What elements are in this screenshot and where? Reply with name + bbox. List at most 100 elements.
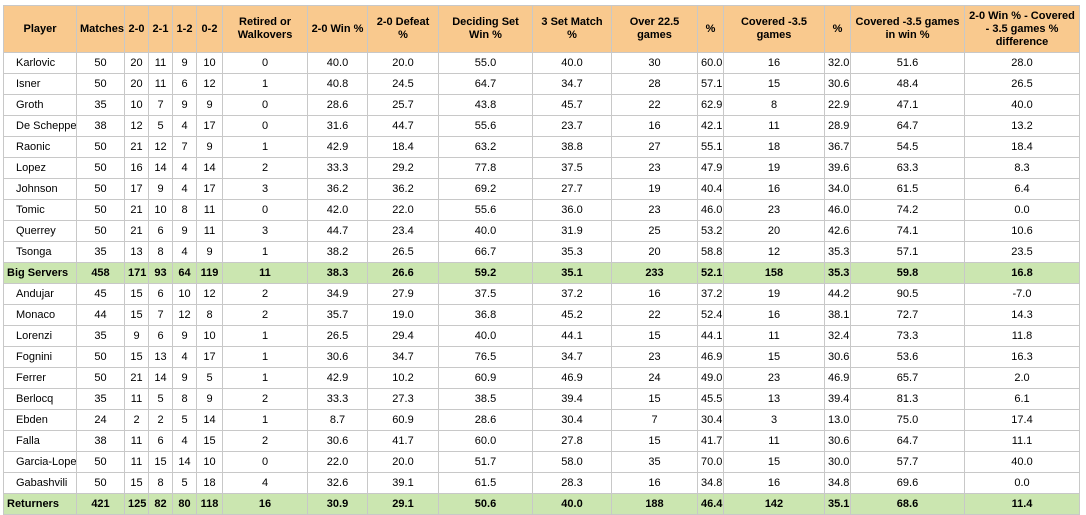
cell-covered-3-5-in-win-pct: 69.6	[850, 472, 965, 494]
cell-over-22-5-pct: 37.2	[697, 283, 724, 305]
cell-covered-3-5-in-win-pct: 65.7	[850, 367, 965, 389]
cell-matches: 421	[76, 493, 125, 515]
cell-player: Big Servers	[3, 262, 77, 284]
cell-retired-walkovers: 16	[222, 493, 308, 515]
cell-covered-3-5-in-win-pct: 81.3	[850, 388, 965, 410]
cell-covered-3-5-games: 3	[723, 409, 825, 431]
cell-matches: 458	[76, 262, 125, 284]
header-retired-walkovers: Retired or Walkovers	[222, 5, 308, 53]
table-row: Monaco 44 15 7 12 8 2 35.7 19.0 36.8 45.2 22 52.4 16 3…	[3, 304, 1080, 326]
cell-won-2-1: 5	[148, 115, 173, 137]
cell-defeat-2-0-pct: 41.7	[367, 430, 439, 452]
table-row: Falla 38 11 6 4 15 2 30.6 41.7 60.0 27.8 15 41.7 11 30…	[3, 430, 1080, 452]
cell-won-2-1: 11	[148, 73, 173, 95]
cell-retired-walkovers: 0	[222, 52, 308, 74]
cell-matches: 38	[76, 430, 125, 452]
cell-won-2-1: 9	[148, 178, 173, 200]
cell-defeat-2-0-pct: 20.0	[367, 451, 439, 473]
cell-covered-3-5-pct: 42.6	[824, 220, 851, 242]
cell-won-2-1: 11	[148, 52, 173, 74]
cell-retired-walkovers: 11	[222, 262, 308, 284]
cell-player: Gabashvili	[3, 472, 77, 494]
cell-won-2-0: 17	[124, 178, 149, 200]
cell-matches: 44	[76, 304, 125, 326]
cell-lost-0-2: 11	[196, 199, 223, 221]
header-win-covered-difference: 2-0 Win % - Covered - 3.5 games % differ…	[964, 5, 1080, 53]
cell-covered-3-5-games: 11	[723, 430, 825, 452]
cell-matches: 45	[76, 283, 125, 305]
cell-win-2-0-pct: 34.9	[307, 283, 368, 305]
cell-defeat-2-0-pct: 25.7	[367, 94, 439, 116]
cell-covered-3-5-pct: 34.0	[824, 178, 851, 200]
cell-player: Tomic	[3, 199, 77, 221]
cell-over-22-5-pct: 62.9	[697, 94, 724, 116]
cell-matches: 24	[76, 409, 125, 431]
cell-covered-3-5-pct: 32.4	[824, 325, 851, 347]
cell-covered-3-5-in-win-pct: 48.4	[850, 73, 965, 95]
cell-defeat-2-0-pct: 44.7	[367, 115, 439, 137]
cell-covered-3-5-in-win-pct: 74.1	[850, 220, 965, 242]
cell-win-2-0-pct: 33.3	[307, 157, 368, 179]
cell-defeat-2-0-pct: 29.2	[367, 157, 439, 179]
cell-player: Raonic	[3, 136, 77, 158]
header-matches: Matches	[76, 5, 125, 53]
header-lost-1-2: 1-2	[172, 5, 197, 53]
cell-lost-0-2: 9	[196, 136, 223, 158]
cell-over-22-5-pct: 45.5	[697, 388, 724, 410]
cell-retired-walkovers: 1	[222, 409, 308, 431]
cell-covered-3-5-pct: 22.9	[824, 94, 851, 116]
header-defeat-2-0-pct: 2-0 Defeat %	[367, 5, 439, 53]
cell-covered-3-5-in-win-pct: 75.0	[850, 409, 965, 431]
cell-three-set-match-pct: 35.1	[532, 262, 612, 284]
cell-deciding-set-win-pct: 61.5	[438, 472, 533, 494]
cell-over-22-5-games: 16	[611, 115, 698, 137]
cell-lost-1-2: 4	[172, 241, 197, 263]
cell-player: Andujar	[3, 283, 77, 305]
cell-three-set-match-pct: 23.7	[532, 115, 612, 137]
cell-retired-walkovers: 0	[222, 199, 308, 221]
cell-three-set-match-pct: 27.7	[532, 178, 612, 200]
cell-lost-1-2: 9	[172, 52, 197, 74]
cell-retired-walkovers: 0	[222, 115, 308, 137]
cell-matches: 50	[76, 367, 125, 389]
cell-lost-1-2: 6	[172, 73, 197, 95]
cell-win-2-0-pct: 42.9	[307, 136, 368, 158]
cell-retired-walkovers: 2	[222, 388, 308, 410]
cell-over-22-5-games: 27	[611, 136, 698, 158]
cell-matches: 50	[76, 73, 125, 95]
cell-over-22-5-games: 15	[611, 388, 698, 410]
cell-over-22-5-pct: 40.4	[697, 178, 724, 200]
cell-over-22-5-pct: 53.2	[697, 220, 724, 242]
cell-lost-0-2: 18	[196, 472, 223, 494]
cell-won-2-1: 5	[148, 388, 173, 410]
cell-covered-3-5-in-win-pct: 61.5	[850, 178, 965, 200]
cell-won-2-1: 6	[148, 325, 173, 347]
cell-covered-3-5-in-win-pct: 54.5	[850, 136, 965, 158]
cell-won-2-0: 15	[124, 472, 149, 494]
cell-retired-walkovers: 0	[222, 451, 308, 473]
cell-retired-walkovers: 3	[222, 220, 308, 242]
cell-deciding-set-win-pct: 60.0	[438, 430, 533, 452]
cell-deciding-set-win-pct: 40.0	[438, 325, 533, 347]
cell-over-22-5-pct: 57.1	[697, 73, 724, 95]
cell-deciding-set-win-pct: 55.6	[438, 115, 533, 137]
cell-win-2-0-pct: 28.6	[307, 94, 368, 116]
cell-three-set-match-pct: 40.0	[532, 493, 612, 515]
cell-covered-3-5-games: 16	[723, 178, 825, 200]
cell-covered-3-5-games: 13	[723, 388, 825, 410]
cell-over-22-5-games: 188	[611, 493, 698, 515]
cell-retired-walkovers: 1	[222, 346, 308, 368]
cell-lost-1-2: 9	[172, 325, 197, 347]
cell-deciding-set-win-pct: 37.5	[438, 283, 533, 305]
cell-three-set-match-pct: 45.2	[532, 304, 612, 326]
cell-covered-3-5-pct: 32.0	[824, 52, 851, 74]
cell-lost-0-2: 17	[196, 115, 223, 137]
cell-over-22-5-games: 35	[611, 451, 698, 473]
cell-covered-3-5-games: 16	[723, 472, 825, 494]
cell-player: Ebden	[3, 409, 77, 431]
cell-win-covered-difference: 40.0	[964, 451, 1080, 473]
cell-win-covered-difference: 16.8	[964, 262, 1080, 284]
cell-player: Johnson	[3, 178, 77, 200]
cell-covered-3-5-in-win-pct: 72.7	[850, 304, 965, 326]
cell-matches: 50	[76, 346, 125, 368]
